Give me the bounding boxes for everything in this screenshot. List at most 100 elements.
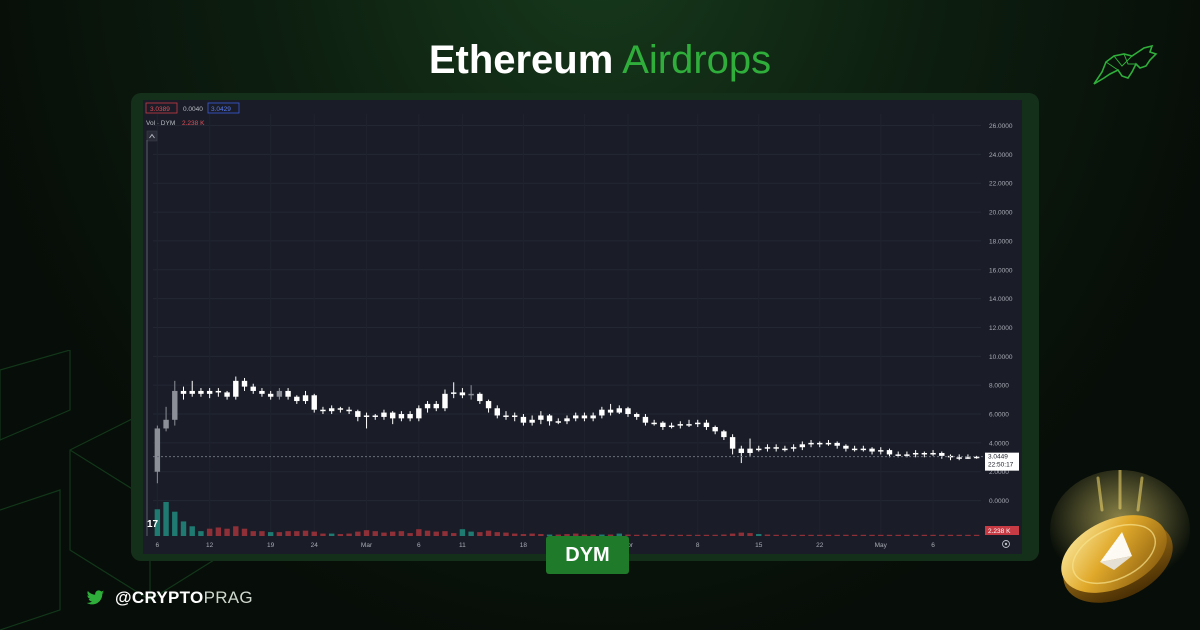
candle: [276, 390, 283, 397]
y-tick-label: 0.0000: [989, 498, 1009, 505]
y-tick-label: 6.0000: [989, 412, 1009, 419]
candle: [843, 445, 849, 449]
volume-badge-text: 2.238 K: [988, 528, 1011, 535]
candle: [921, 452, 928, 455]
countdown-text: 22:50:17: [988, 462, 1014, 469]
volume-bar: [825, 534, 832, 536]
volume-bar: [607, 534, 614, 536]
candle: [660, 422, 666, 428]
y-tick-label: 4.0000: [989, 440, 1009, 447]
candle: [494, 408, 500, 416]
settings-icon[interactable]: [1002, 540, 1010, 548]
candles: [154, 376, 980, 484]
volume-bar: [468, 531, 474, 536]
candlestick-chart[interactable]: 26.0000 24.0000 22.0000 20.0000 18.0000 16.00…: [143, 100, 1022, 554]
candle: [886, 450, 893, 455]
volume-bar: [215, 527, 222, 536]
volume-bar: [442, 531, 448, 536]
volume-bar: [224, 528, 230, 536]
volume-bar: [973, 534, 980, 536]
ethereum-coin-icon: [1050, 470, 1190, 603]
volume-bar: [651, 534, 657, 536]
candle: [311, 395, 317, 410]
volume-bar: [381, 532, 387, 536]
candle: [764, 447, 771, 449]
candle: [477, 393, 483, 402]
y-tick-label: 24.0000: [989, 152, 1013, 159]
candle: [634, 414, 640, 417]
candle: [590, 415, 596, 419]
candle: [695, 422, 701, 425]
volume-bar: [904, 534, 910, 536]
volume-bar: [747, 533, 753, 536]
volume-bar: [494, 532, 500, 536]
tradingview-logo-icon: 17: [147, 519, 159, 530]
y-tick-label: 8.0000: [989, 383, 1009, 390]
candle: [154, 428, 161, 472]
candle: [468, 393, 474, 396]
handle-bold: @CRYPTO: [115, 588, 204, 607]
volume-bar: [878, 534, 884, 536]
candle: [607, 409, 614, 413]
handle-light: PRAG: [203, 588, 253, 607]
volume-bar: [302, 530, 309, 536]
volume-bar: [503, 532, 509, 536]
candle: [302, 395, 309, 402]
candle: [520, 416, 527, 423]
candle: [546, 415, 553, 422]
volume-bar: [817, 534, 823, 536]
last-price-text: 3.0449: [988, 454, 1008, 461]
y-tick-label: 22.0000: [989, 181, 1013, 188]
volume-bar: [172, 511, 178, 536]
y-tick-label: 2.0000: [989, 469, 1009, 476]
candle: [346, 409, 352, 412]
candle: [485, 401, 492, 409]
volume-bar: [294, 531, 300, 536]
candle: [294, 396, 300, 402]
candle: [389, 412, 396, 419]
candle: [773, 447, 779, 449]
volume-bar: [834, 534, 840, 536]
y-tick-label: 18.0000: [989, 238, 1013, 245]
volume-bar: [947, 534, 954, 536]
volume-bar: [311, 531, 317, 536]
legend-vol-value: 2.238 K: [182, 120, 205, 127]
candle: [433, 403, 439, 409]
volume-bar: [773, 534, 779, 536]
x-tick-label: 6: [417, 542, 421, 549]
volume-bar: [912, 534, 919, 536]
candle: [180, 390, 187, 394]
volume-bar: [320, 533, 326, 536]
collapse-button[interactable]: [146, 130, 158, 142]
volume-bar: [250, 531, 256, 536]
chart-panel: 26.0000 24.0000 22.0000 20.0000 18.0000 16.00…: [143, 100, 1022, 554]
candle: [747, 448, 753, 453]
candle: [965, 457, 971, 459]
volume-bar: [363, 530, 370, 536]
candle: [250, 386, 256, 391]
candle: [581, 415, 588, 419]
title-bold: Ethereum: [428, 38, 614, 82]
volume-bar: [721, 534, 727, 536]
volume-bar: [346, 533, 352, 536]
volume-bar: [163, 502, 169, 536]
twitter-handle[interactable]: @CRYPTOPRAG: [86, 588, 253, 610]
candle: [825, 442, 832, 445]
volume-bar: [712, 534, 718, 536]
candle: [163, 419, 169, 429]
candle: [834, 442, 840, 446]
x-tick-label: 19: [267, 542, 275, 549]
candle: [424, 403, 431, 409]
candle: [320, 409, 326, 412]
last-price-label: [985, 452, 1019, 471]
volume-bar: [939, 534, 945, 536]
volume-bar: [869, 534, 875, 536]
x-tick-label: 6: [931, 542, 935, 549]
candle: [860, 448, 867, 451]
volume-bar: [485, 530, 492, 536]
candle: [328, 408, 335, 412]
candle: [790, 447, 797, 449]
candle: [416, 408, 422, 419]
candle: [729, 437, 736, 449]
volume-bar: [555, 534, 561, 536]
